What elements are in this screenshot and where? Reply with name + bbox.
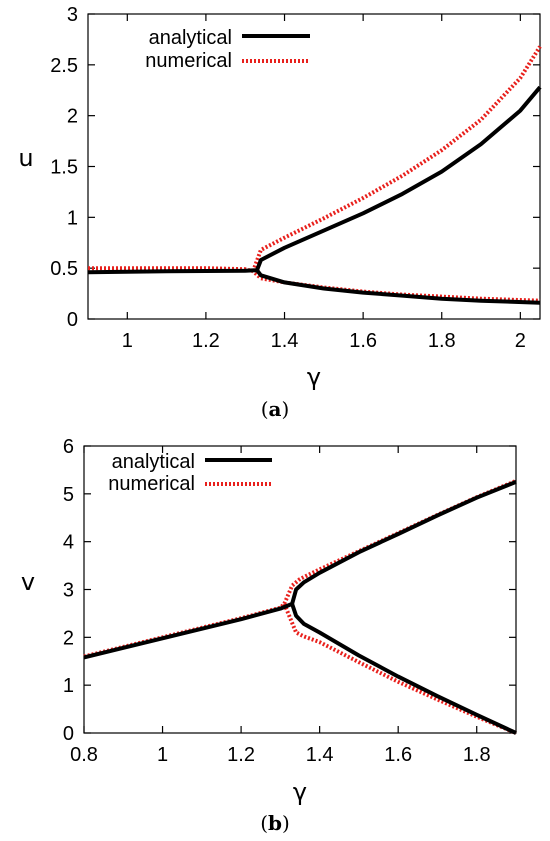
series-line-numerical bbox=[282, 603, 517, 735]
legend-label-numerical-a: numerical bbox=[145, 50, 232, 72]
x-tick-label: 1.4 bbox=[306, 744, 334, 766]
x-axis-label-b: γ bbox=[293, 778, 307, 806]
legend-a: analytical numerical bbox=[145, 27, 310, 72]
x-axis-label-a: γ bbox=[307, 363, 321, 391]
x-tick-label: 1.2 bbox=[192, 330, 220, 352]
y-tick-label: 0.5 bbox=[50, 258, 78, 280]
x-tick-label: 1 bbox=[122, 330, 133, 352]
y-tick-label: 2.5 bbox=[50, 55, 78, 77]
x-tick-label: 1.6 bbox=[349, 330, 377, 352]
panel-letter-a: a bbox=[269, 397, 282, 421]
y-axis-label-b: v bbox=[21, 568, 35, 596]
y-tick-label: 1.5 bbox=[50, 157, 78, 179]
x-tick-label: 2 bbox=[515, 330, 526, 352]
x-tick-label: 1 bbox=[157, 744, 168, 766]
panel-caption-a: (a) bbox=[261, 397, 290, 421]
ticks-a: 1 1.2 1.4 1.6 1.8 2 0 0.5 1 1.5 2 2.5 3 bbox=[50, 4, 540, 352]
series-line-analytical bbox=[87, 268, 541, 305]
legend-b: analytical numerical bbox=[108, 451, 272, 495]
y-axis-label-a: u bbox=[18, 144, 33, 172]
y-tick-label: 3 bbox=[63, 580, 74, 602]
y-tick-label: 4 bbox=[63, 532, 74, 554]
panel-caption-b: (b) bbox=[260, 811, 290, 835]
y-tick-label: 2 bbox=[63, 627, 74, 649]
y-tick-label: 6 bbox=[63, 436, 74, 458]
x-tick-label: 1.8 bbox=[463, 744, 491, 766]
legend-label-analytical-b: analytical bbox=[112, 451, 195, 473]
series-line-analytical bbox=[290, 603, 517, 735]
panel-b: 0.8 1 1.2 1.4 1.6 1.8 0 1 2 3 4 5 6 v γ analytical n… bbox=[21, 436, 517, 835]
legend-label-analytical-a: analytical bbox=[149, 27, 232, 49]
y-tick-label: 5 bbox=[63, 484, 74, 506]
x-tick-label: 0.8 bbox=[70, 744, 98, 766]
x-tick-label: 1.2 bbox=[227, 744, 255, 766]
series-line-numerical bbox=[88, 266, 541, 303]
x-tick-label: 1.6 bbox=[384, 744, 412, 766]
panel-a: 1 1.2 1.4 1.6 1.8 2 0 0.5 1 1.5 2 2.5 3 u γ analytic… bbox=[18, 4, 542, 421]
y-tick-label: 3 bbox=[67, 4, 78, 26]
x-tick-label: 1.4 bbox=[271, 330, 299, 352]
series-line-numerical bbox=[251, 45, 542, 272]
y-tick-label: 0 bbox=[63, 723, 74, 745]
y-tick-label: 1 bbox=[63, 675, 74, 697]
ticks-b: 0.8 1 1.2 1.4 1.6 1.8 0 1 2 3 4 5 6 bbox=[63, 436, 516, 766]
series-a bbox=[87, 45, 542, 305]
series-line-analytical bbox=[83, 480, 517, 660]
x-tick-label: 1.8 bbox=[428, 330, 456, 352]
y-tick-label: 2 bbox=[67, 106, 78, 128]
y-tick-label: 0 bbox=[67, 309, 78, 331]
panel-letter-b: b bbox=[268, 811, 282, 835]
series-line-analytical bbox=[255, 85, 542, 271]
y-tick-label: 1 bbox=[67, 207, 78, 229]
legend-label-numerical-b: numerical bbox=[108, 473, 195, 495]
series-b bbox=[83, 479, 517, 735]
